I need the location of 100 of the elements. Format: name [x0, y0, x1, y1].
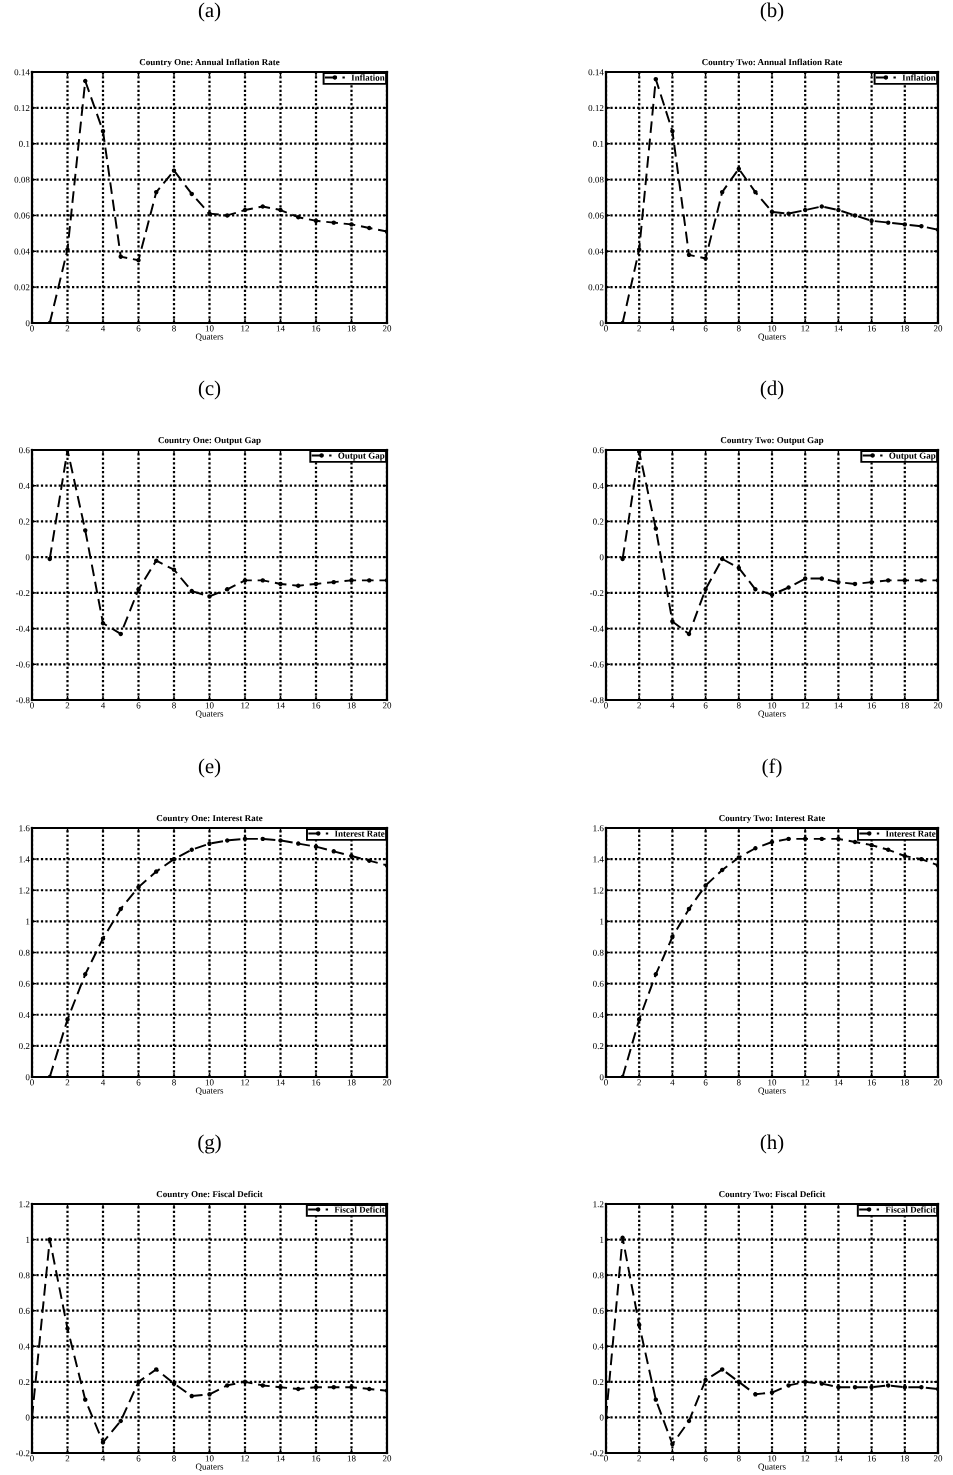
point [786, 1383, 791, 1388]
y-tick-label: 0.4 [592, 1343, 604, 1350]
point [367, 1386, 372, 1392]
point [65, 1326, 70, 1331]
y-tick-label: 1.4 [593, 856, 604, 863]
point [869, 842, 874, 848]
point [836, 207, 841, 213]
x-tick-label: 16 [312, 325, 321, 332]
y-tick-label: 1.4 [19, 856, 30, 863]
x-tick-label: 20 [933, 325, 943, 332]
y-tick-label: -0.4 [589, 625, 604, 632]
y-tick-label: 0.06 [14, 212, 30, 219]
x-tick-label: 20 [382, 325, 392, 332]
chart-title: Country One: Output Gap [158, 437, 261, 445]
point [83, 78, 88, 84]
x-tick-label: 4 [100, 1079, 106, 1086]
point [719, 1367, 725, 1372]
point [719, 189, 725, 195]
point [100, 1440, 106, 1445]
point [331, 579, 336, 585]
x-tick-label: 8 [736, 702, 741, 709]
point [242, 836, 248, 842]
y-tick-label: 0.2 [18, 1043, 30, 1050]
y-tick-label: 0.04 [588, 248, 604, 255]
y-tick-label: 1.2 [19, 887, 30, 894]
point [189, 191, 194, 197]
x-tick-label: 2 [637, 1455, 641, 1462]
legend-label: Inflation [902, 74, 936, 81]
legend-label: Fiscal Deficit [885, 1206, 936, 1213]
y-tick-label: -0.6 [15, 661, 30, 668]
point [802, 1379, 808, 1385]
x-tick-label: 2 [65, 702, 70, 709]
y-tick-label: 1.6 [19, 825, 30, 832]
point [65, 1017, 70, 1022]
y-tick-label: 0.4 [592, 1011, 604, 1019]
text: (g) [198, 1134, 221, 1154]
point [686, 1418, 692, 1424]
point [331, 220, 336, 225]
chart-title: Country Two: Fiscal Deficit [719, 1190, 826, 1199]
x-tick-label: 18 [347, 1455, 356, 1462]
x-tick-label: 2 [65, 1079, 70, 1086]
point [852, 839, 858, 845]
point [885, 1383, 891, 1388]
x-tick-label: 16 [312, 1079, 321, 1086]
x-tick-label: 16 [867, 325, 876, 332]
chart-title: Country One: Interest Rate [156, 815, 263, 823]
point [670, 128, 675, 134]
y-tick-label: 0.6 [592, 1307, 604, 1314]
point [384, 578, 387, 583]
y-tick-label: 0.06 [588, 212, 604, 219]
y-tick-label: 0 [25, 320, 30, 327]
point [919, 856, 924, 862]
point [260, 204, 265, 209]
y-tick-label: 1 [26, 918, 30, 925]
x-tick-label: 14 [276, 1079, 285, 1086]
y-tick-label: 0 [25, 1074, 30, 1081]
point [225, 587, 230, 592]
x-tick-label: 10 [205, 702, 214, 709]
point [65, 247, 70, 252]
y-tick-label: 0.8 [18, 949, 30, 956]
point [313, 218, 319, 224]
x-axis-title: Quaters [758, 1463, 786, 1471]
text: (h) [760, 1134, 784, 1154]
y-tick-label: -0.8 [589, 697, 604, 704]
point [225, 1383, 230, 1388]
point [819, 204, 825, 209]
y-tick-label: 0.14 [588, 69, 604, 76]
x-tick-label: 18 [347, 1079, 356, 1086]
point [653, 526, 659, 531]
point [154, 558, 159, 563]
y-tick-label: 0 [599, 1414, 604, 1421]
y-tick-label: 1.2 [593, 1201, 604, 1208]
point [620, 320, 625, 323]
x-tick-label: 4 [670, 325, 675, 332]
point [736, 855, 742, 860]
point [136, 1379, 141, 1385]
x-tick-label: 10 [205, 325, 214, 332]
chart-title: Country Two: Annual Inflation Rate [702, 58, 843, 67]
y-tick-label: -0.2 [589, 589, 604, 597]
point [207, 1392, 212, 1397]
x-tick-label: 2 [637, 702, 641, 709]
point [670, 1441, 675, 1447]
point [753, 846, 758, 851]
x-tick-label: 6 [136, 325, 141, 332]
y-tick-label: 1.2 [19, 1201, 30, 1208]
point [636, 1017, 642, 1022]
point [902, 853, 908, 859]
point [207, 841, 212, 846]
y-tick-label: 0.12 [14, 104, 30, 112]
point [819, 576, 825, 581]
x-tick-label: 14 [276, 702, 285, 709]
point [278, 207, 283, 213]
chart-title: Country One: Annual Inflation Rate [139, 58, 280, 67]
point [786, 836, 791, 842]
point [636, 247, 642, 252]
point [819, 1381, 825, 1386]
point [686, 631, 692, 637]
y-tick-label: 0.6 [18, 447, 30, 454]
x-tick-label: 14 [834, 702, 843, 709]
y-tick-label: 0 [599, 554, 604, 561]
